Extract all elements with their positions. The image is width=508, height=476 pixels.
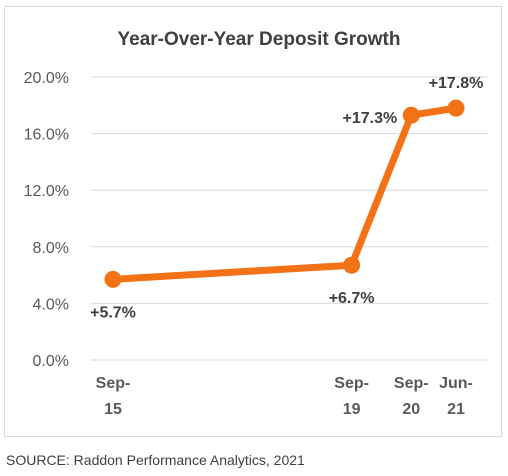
x-tick-label: Jun- xyxy=(439,375,473,392)
x-tick-label: 19 xyxy=(343,401,361,418)
y-axis-tick-labels: 0.0% 4.0% 8.0% 12.0% 16.0% 20.0% xyxy=(24,70,69,370)
data-point xyxy=(447,99,465,117)
data-labels: +5.7% +6.7% +17.3% +17.8% xyxy=(90,75,483,321)
x-tick-label: 21 xyxy=(447,401,465,418)
x-tick-label: Sep- xyxy=(96,375,131,392)
y-tick-label: 16.0% xyxy=(24,127,69,144)
y-tick-label: 20.0% xyxy=(24,70,69,87)
chart-title: Year-Over-Year Deposit Growth xyxy=(118,29,401,50)
data-point xyxy=(402,106,420,124)
data-label: +17.8% xyxy=(429,75,484,92)
x-tick-label: 15 xyxy=(104,401,122,418)
line-chart: Year-Over-Year Deposit Growth 0.0% 4.0% 8.… xyxy=(24,29,489,418)
gridlines xyxy=(91,76,489,361)
x-tick-label: Sep- xyxy=(394,375,429,392)
x-axis-tick-labels: Sep- 15 Sep- 19 Sep- 20 Jun- 21 xyxy=(96,375,473,418)
x-tick-label: Sep- xyxy=(334,375,369,392)
data-label: +6.7% xyxy=(329,290,375,307)
series-line xyxy=(109,104,460,283)
y-tick-label: 8.0% xyxy=(33,240,69,257)
y-tick-label: 0.0% xyxy=(33,353,69,370)
source-note: SOURCE: Raddon Performance Analytics, 20… xyxy=(6,452,305,468)
data-point xyxy=(104,270,122,288)
series xyxy=(104,99,465,288)
y-tick-label: 12.0% xyxy=(24,183,69,200)
data-point xyxy=(343,256,361,274)
data-label: +5.7% xyxy=(90,304,136,321)
x-tick-label: 20 xyxy=(402,401,420,418)
data-label: +17.3% xyxy=(343,110,398,127)
y-tick-label: 4.0% xyxy=(33,296,69,313)
chart-frame: Year-Over-Year Deposit Growth 0.0% 4.0% 8.… xyxy=(4,6,502,437)
